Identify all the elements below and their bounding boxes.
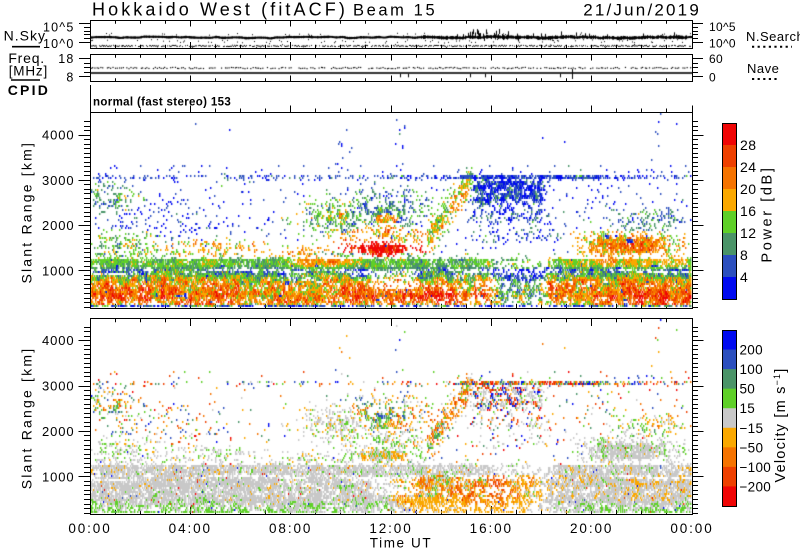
svg-text:3000: 3000: [42, 173, 75, 188]
svg-text:−200: −200: [740, 479, 772, 494]
svg-text:−100: −100: [740, 460, 772, 475]
svg-text:60: 60: [709, 52, 723, 66]
svg-text:Freq.: Freq.: [8, 50, 45, 66]
svg-text:12:00: 12:00: [369, 521, 412, 536]
svg-text:Hokkaido West (fitACF): Hokkaido West (fitACF): [92, 0, 348, 20]
svg-text:10^5: 10^5: [709, 20, 736, 34]
svg-text:CPID: CPID: [8, 82, 50, 98]
svg-text:normal (fast stereo) 153: normal (fast stereo) 153: [93, 97, 231, 109]
svg-text:20: 20: [740, 181, 757, 197]
svg-text:1000: 1000: [42, 469, 75, 484]
svg-text:4: 4: [740, 269, 748, 285]
svg-text:N.Sky: N.Sky: [4, 28, 46, 44]
svg-text:Slant Range [km]: Slant Range [km]: [19, 347, 35, 490]
svg-text:−15: −15: [740, 421, 764, 436]
svg-text:16: 16: [740, 203, 757, 219]
svg-text:100: 100: [740, 362, 763, 377]
svg-text:10^0: 10^0: [709, 37, 736, 51]
svg-text:12: 12: [740, 225, 757, 241]
svg-text:21/Jun/2019: 21/Jun/2019: [583, 1, 701, 20]
svg-text:200: 200: [740, 343, 763, 358]
svg-text:Power [dB]: Power [dB]: [760, 166, 776, 263]
svg-text:10^0: 10^0: [43, 37, 75, 51]
svg-text:15: 15: [740, 401, 756, 416]
svg-text:2000: 2000: [42, 218, 75, 233]
svg-text:20:00: 20:00: [570, 521, 613, 536]
svg-text:24: 24: [740, 159, 757, 175]
svg-text:8: 8: [66, 70, 74, 84]
svg-text:4000: 4000: [42, 333, 75, 348]
svg-text:3000: 3000: [42, 379, 75, 394]
svg-text:Velocity [m s−1]: Velocity [m s−1]: [772, 368, 789, 483]
svg-text:16:00: 16:00: [470, 521, 513, 536]
svg-text:50: 50: [740, 382, 756, 397]
svg-text:[MHz]: [MHz]: [9, 64, 48, 79]
svg-text:2000: 2000: [42, 424, 75, 439]
svg-text:04:00: 04:00: [169, 521, 212, 536]
svg-text:00:00: 00:00: [670, 521, 713, 536]
svg-text:Nave: Nave: [747, 61, 779, 76]
svg-text:Beam 15: Beam 15: [353, 2, 437, 20]
svg-text:10^5: 10^5: [43, 21, 75, 35]
svg-text:4000: 4000: [42, 128, 75, 143]
svg-text:1000: 1000: [42, 263, 75, 278]
svg-text:28: 28: [740, 137, 757, 153]
svg-text:0: 0: [709, 71, 716, 85]
svg-text:00:00: 00:00: [68, 521, 111, 536]
svg-text:Slant Range [km]: Slant Range [km]: [19, 141, 35, 284]
svg-text:−50: −50: [740, 440, 764, 455]
svg-text:08:00: 08:00: [269, 521, 312, 536]
svg-text:18: 18: [58, 52, 74, 66]
svg-text:Time UT: Time UT: [370, 536, 432, 551]
svg-text:8: 8: [740, 247, 748, 263]
svg-text:N.Search: N.Search: [746, 29, 800, 44]
